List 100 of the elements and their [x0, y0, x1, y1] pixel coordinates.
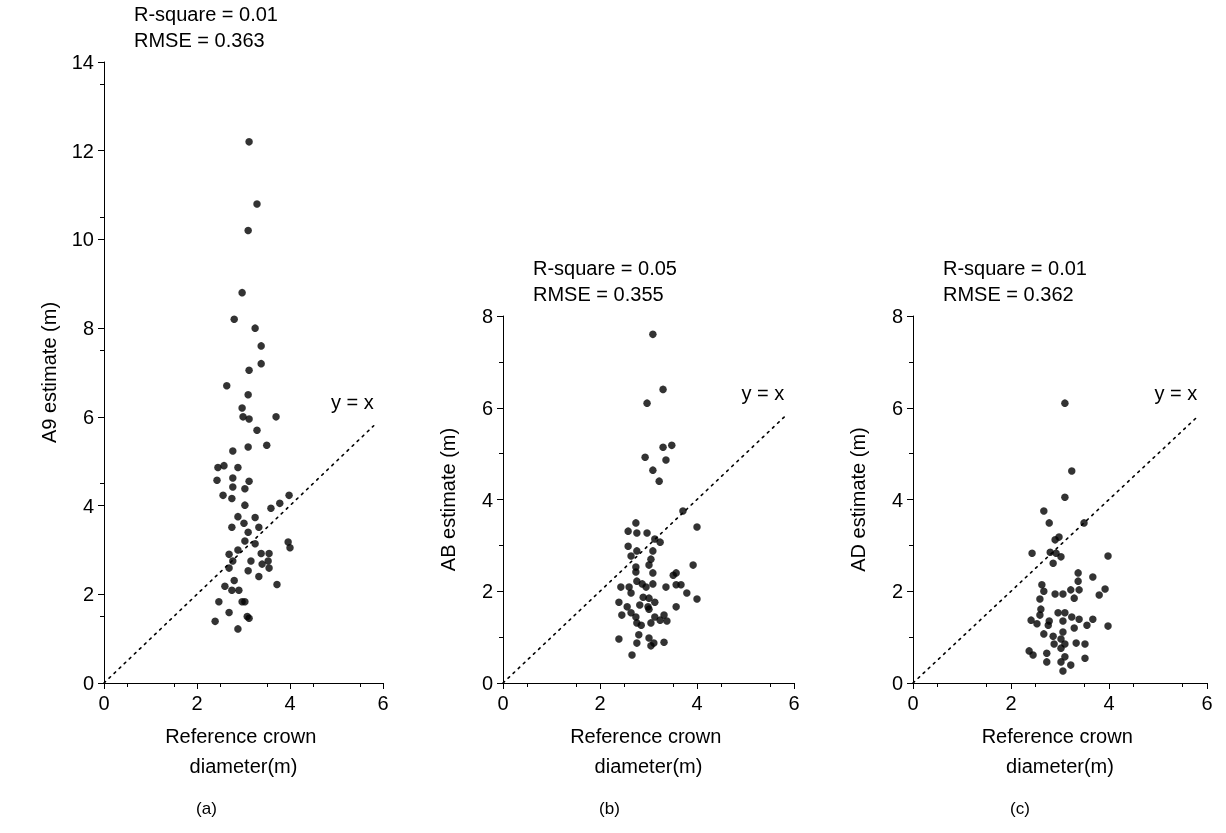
- y-tick-label: 8: [82, 317, 94, 340]
- x-tick-label: 6: [377, 692, 389, 714]
- point: [1074, 569, 1082, 577]
- point: [1059, 628, 1067, 636]
- y-tick-label: 6: [481, 396, 493, 419]
- y-tick-label: 10: [71, 228, 94, 251]
- text: RMSE = 0.355: [533, 283, 664, 305]
- y-tick-label: 8: [891, 305, 903, 327]
- point: [1027, 616, 1035, 624]
- point: [1059, 590, 1067, 598]
- x-tick-label: 2: [191, 692, 203, 714]
- y-tick-label: 2: [891, 580, 903, 603]
- x-tick-label: 2: [1005, 692, 1017, 714]
- text: (c): [1010, 799, 1030, 818]
- point: [1101, 585, 1109, 593]
- text: R-square = 0.01: [134, 3, 278, 25]
- point: [1075, 615, 1083, 623]
- y-tick-label: 0: [891, 672, 903, 694]
- y-tick-label: 4: [481, 488, 493, 511]
- y-tick-label: 12: [71, 139, 94, 162]
- point: [1072, 639, 1080, 647]
- point: [1057, 644, 1065, 652]
- point: [1040, 630, 1048, 638]
- x-tick-label: 2: [594, 692, 606, 714]
- text: R-square = 0.01: [943, 257, 1087, 279]
- x-axis-title: Reference crown diameter(m): [165, 725, 322, 777]
- point: [1045, 519, 1053, 527]
- point: [1089, 573, 1097, 581]
- point: [1033, 620, 1041, 628]
- point: [1061, 653, 1069, 661]
- point: [1068, 613, 1076, 621]
- point: [1059, 667, 1067, 675]
- y-tick-label: 6: [891, 396, 903, 419]
- point: [1043, 649, 1051, 657]
- point: [1095, 591, 1103, 599]
- point: [1081, 640, 1089, 648]
- point: [1104, 552, 1112, 560]
- point: [1061, 399, 1069, 407]
- x-axis-title: Reference crown diameter(m): [570, 725, 727, 777]
- point: [1067, 661, 1075, 669]
- annotation: y = x: [741, 381, 785, 404]
- point: [1067, 586, 1075, 594]
- point: [1081, 654, 1089, 662]
- point: [1083, 621, 1091, 629]
- point: [1057, 635, 1065, 643]
- x-tick-label: 6: [788, 692, 800, 714]
- point: [1049, 559, 1057, 568]
- point: [1050, 640, 1058, 648]
- x-tick-label: 4: [284, 692, 296, 714]
- point: [1038, 581, 1046, 589]
- point: [1028, 549, 1036, 557]
- x-tick-label: 0: [98, 692, 110, 714]
- point: [1043, 658, 1051, 666]
- y-tick-label: 14: [71, 51, 94, 73]
- point: [1049, 632, 1057, 640]
- point: [1104, 622, 1112, 630]
- point: [1075, 586, 1083, 594]
- point: [1068, 467, 1076, 475]
- y-tick-label: 2: [82, 583, 94, 606]
- point: [1051, 590, 1059, 598]
- point: [1057, 553, 1065, 561]
- annotation: y = x: [1154, 381, 1198, 404]
- point: [1061, 609, 1069, 617]
- text: (b): [599, 799, 620, 818]
- point: [1070, 624, 1078, 632]
- y-axis-title: A9 estimate (m): [38, 301, 60, 444]
- point: [1040, 587, 1048, 595]
- y-tick-label: 6: [82, 405, 94, 428]
- y-tick-label: 4: [82, 494, 94, 517]
- x-tick-label: 4: [1103, 692, 1115, 714]
- y-tick-label: 8: [481, 305, 493, 327]
- point: [1051, 536, 1059, 544]
- point: [1054, 609, 1062, 617]
- point: [1074, 577, 1082, 585]
- point: [1036, 611, 1044, 619]
- y-tick-label: 2: [481, 580, 493, 603]
- y-tick-label: 0: [481, 672, 493, 694]
- y-axis-title: AD estimate (m): [847, 427, 869, 572]
- x-tick-label: 0: [907, 692, 919, 714]
- y-axis-title: AB estimate (m): [437, 427, 459, 572]
- text: R-square = 0.05: [533, 257, 677, 279]
- text: RMSE = 0.362: [943, 283, 1074, 305]
- text: (a): [196, 799, 217, 818]
- point: [1061, 493, 1069, 501]
- point: [1089, 615, 1097, 623]
- point: [1044, 621, 1052, 629]
- y-tick-label: 0: [82, 672, 94, 694]
- x-tick-label: 6: [1201, 692, 1213, 714]
- point: [1036, 595, 1044, 603]
- point: [1029, 651, 1037, 659]
- x-axis-title: Reference crown diameter(m): [981, 725, 1139, 777]
- point: [1057, 658, 1065, 666]
- annotation: y = x: [330, 390, 374, 413]
- point: [1080, 519, 1088, 527]
- y-tick-label: 4: [891, 488, 903, 511]
- text: RMSE = 0.363: [134, 29, 265, 51]
- x-tick-label: 0: [497, 692, 509, 714]
- point: [1040, 507, 1048, 515]
- point: [1070, 594, 1078, 602]
- x-tick-label: 4: [691, 692, 703, 714]
